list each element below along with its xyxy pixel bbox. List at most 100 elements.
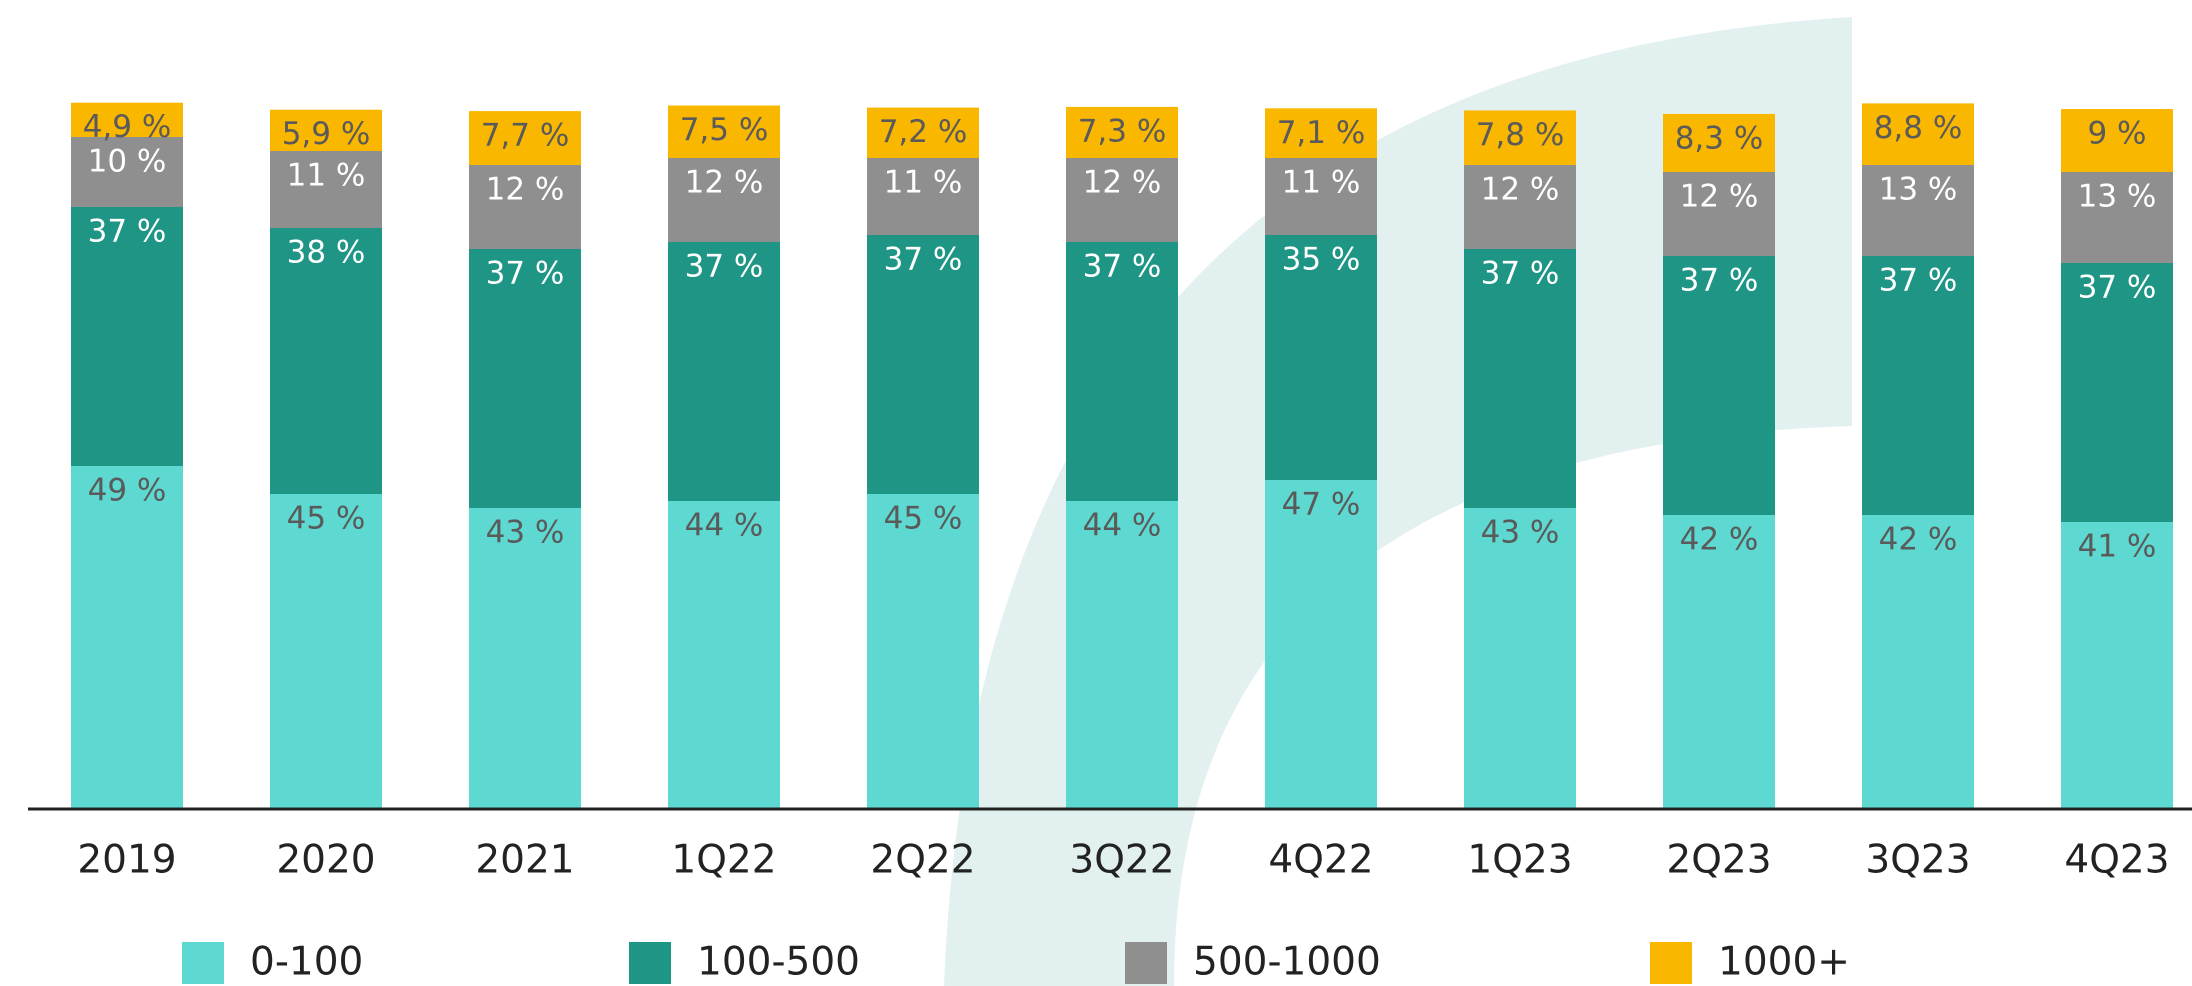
data-label: 8,3 % (1675, 120, 1764, 156)
bar-segment (1663, 515, 1775, 809)
data-label: 7,5 % (680, 112, 769, 148)
data-label: 7,3 % (1078, 113, 1167, 149)
bar-segment (867, 158, 979, 235)
bar-segment (1066, 501, 1178, 809)
data-label: 11 % (287, 158, 366, 194)
legend-swatch (629, 942, 671, 984)
bar-segment (1265, 158, 1377, 235)
data-label: 37 % (1481, 256, 1560, 292)
data-label: 49 % (88, 473, 167, 509)
data-label: 12 % (1083, 165, 1162, 201)
bar-segment (1862, 165, 1974, 256)
bar-segment (867, 107, 979, 158)
bar-segment (71, 207, 183, 466)
bar-segment (1663, 113, 1775, 172)
data-label: 7,7 % (481, 118, 570, 154)
data-label: 44 % (685, 508, 764, 544)
bar-segment (270, 151, 382, 228)
bar-segment (71, 137, 183, 207)
bar-segment (867, 235, 979, 494)
legend-swatch (182, 942, 224, 984)
data-label: 5,9 % (282, 116, 371, 152)
data-label: 11 % (1282, 165, 1361, 201)
bar-segment (1464, 508, 1576, 809)
data-label: 42 % (1879, 522, 1958, 558)
bar-segment (469, 165, 581, 249)
x-tick-label: 2Q23 (1666, 838, 1771, 883)
data-label: 37 % (884, 242, 963, 278)
bar-segment (469, 111, 581, 165)
bar-segment (668, 158, 780, 242)
bar-segment (668, 501, 780, 809)
bar-segment (1862, 103, 1974, 165)
data-label: 7,8 % (1476, 117, 1565, 153)
bar-segment (668, 242, 780, 501)
data-label: 12 % (685, 165, 764, 201)
legend-label: 1000+ (1718, 940, 1850, 985)
bar-segment (2061, 172, 2173, 263)
legend-swatch (1650, 942, 1692, 984)
data-label: 11 % (884, 165, 963, 201)
data-label: 45 % (884, 501, 963, 537)
bar-segment (1265, 235, 1377, 480)
legend-label: 0-100 (250, 940, 363, 985)
data-label: 42 % (1680, 522, 1759, 558)
bar-segment (1464, 165, 1576, 249)
legend-swatch (1125, 942, 1167, 984)
data-label: 41 % (2078, 529, 2157, 565)
bar-segment (2061, 109, 2173, 172)
data-label: 44 % (1083, 508, 1162, 544)
legend-label: 500-1000 (1193, 940, 1381, 985)
data-label: 45 % (287, 501, 366, 537)
data-label: 37 % (2078, 270, 2157, 306)
data-label: 12 % (1481, 172, 1560, 208)
bar-segment (1464, 110, 1576, 165)
bar-segment (270, 228, 382, 494)
bar-segment (1265, 480, 1377, 809)
data-label: 38 % (287, 235, 366, 271)
data-label: 9 % (2087, 116, 2146, 152)
bar-segment (469, 508, 581, 809)
data-label: 13 % (1879, 172, 1958, 208)
data-label: 10 % (88, 144, 167, 180)
x-tick-label: 2Q22 (870, 838, 975, 883)
data-label: 13 % (2078, 179, 2157, 215)
data-label: 12 % (486, 172, 565, 208)
data-label: 37 % (88, 214, 167, 250)
data-label: 37 % (1879, 263, 1958, 299)
x-tick-label: 2020 (276, 838, 375, 883)
legend-label: 100-500 (697, 940, 860, 985)
data-label: 43 % (1481, 515, 1560, 551)
bar-segment (1663, 172, 1775, 256)
bar-segment (1066, 158, 1178, 242)
bar-segment (71, 466, 183, 809)
bar-segment (71, 102, 183, 137)
x-tick-label: 2019 (77, 838, 176, 883)
x-tick-label: 1Q22 (671, 838, 776, 883)
data-label: 7,2 % (879, 114, 968, 150)
bar-segment (469, 249, 581, 508)
data-label: 4,9 % (83, 109, 172, 145)
x-tick-label: 4Q22 (1268, 838, 1373, 883)
data-label: 37 % (1680, 263, 1759, 299)
data-label: 35 % (1282, 242, 1361, 278)
bar-segment (668, 105, 780, 158)
bar-segment (2061, 522, 2173, 809)
x-tick-label: 4Q23 (2064, 838, 2169, 883)
bar-segment (2061, 263, 2173, 522)
bar-segment (270, 494, 382, 809)
data-label: 7,1 % (1277, 115, 1366, 151)
data-label: 47 % (1282, 487, 1361, 523)
data-label: 8,8 % (1874, 110, 1963, 146)
x-tick-label: 2021 (475, 838, 574, 883)
bar-segment (1066, 242, 1178, 501)
bar-segment (867, 494, 979, 809)
x-tick-label: 1Q23 (1467, 838, 1572, 883)
data-label: 37 % (1083, 249, 1162, 285)
data-label: 37 % (685, 249, 764, 285)
x-tick-label: 3Q22 (1069, 838, 1174, 883)
data-label: 37 % (486, 256, 565, 292)
data-label: 12 % (1680, 179, 1759, 215)
data-label: 43 % (486, 515, 565, 551)
